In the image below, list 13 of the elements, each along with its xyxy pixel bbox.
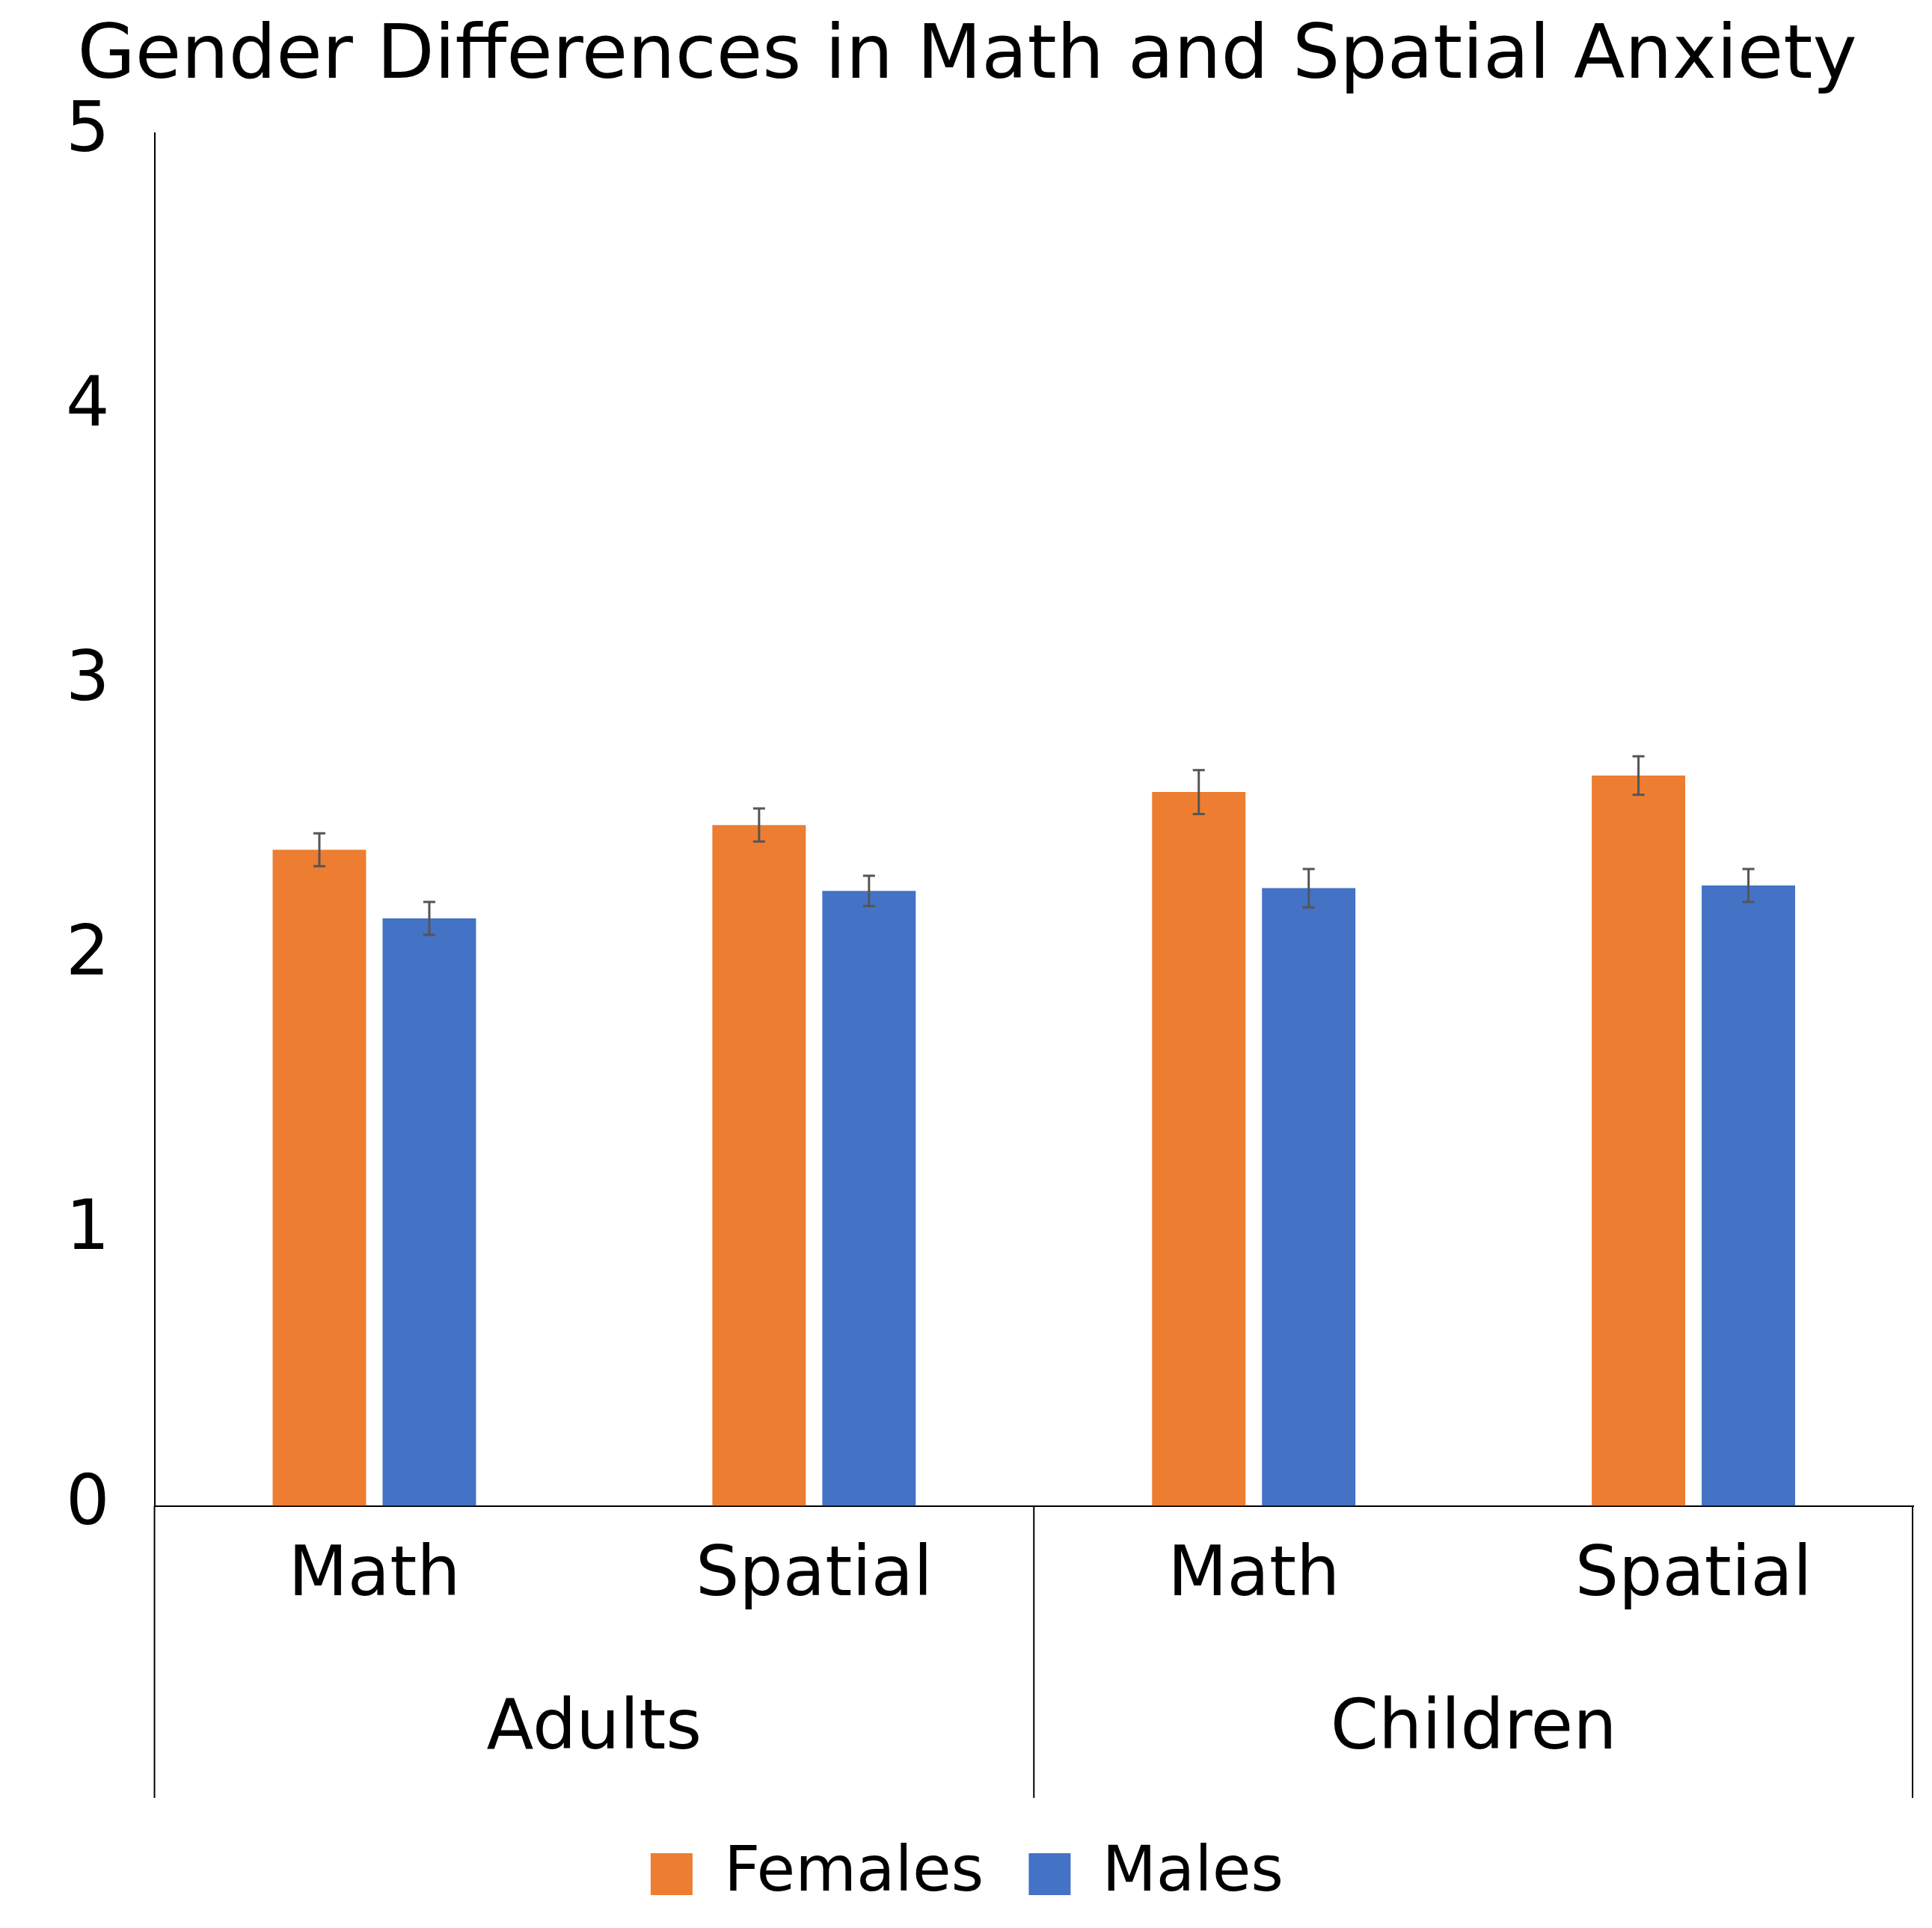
x-tick-label: Math [288,1531,461,1612]
y-tick-label: 4 [65,362,110,443]
y-tick-label: 2 [65,911,110,992]
text: Children [1330,1684,1617,1765]
x-tick-label: Spatial [1574,1531,1812,1612]
y-tick-label: 0 [65,1460,110,1541]
legend-label: Females [723,1832,984,1906]
y-tick-label: 1 [65,1185,110,1266]
x-tick-label: Math [1168,1531,1340,1612]
y-tick-label: 3 [65,636,110,717]
legend-label: Males [1102,1832,1284,1906]
x-tick-label: Spatial [695,1531,933,1612]
text: Adults [486,1684,702,1765]
